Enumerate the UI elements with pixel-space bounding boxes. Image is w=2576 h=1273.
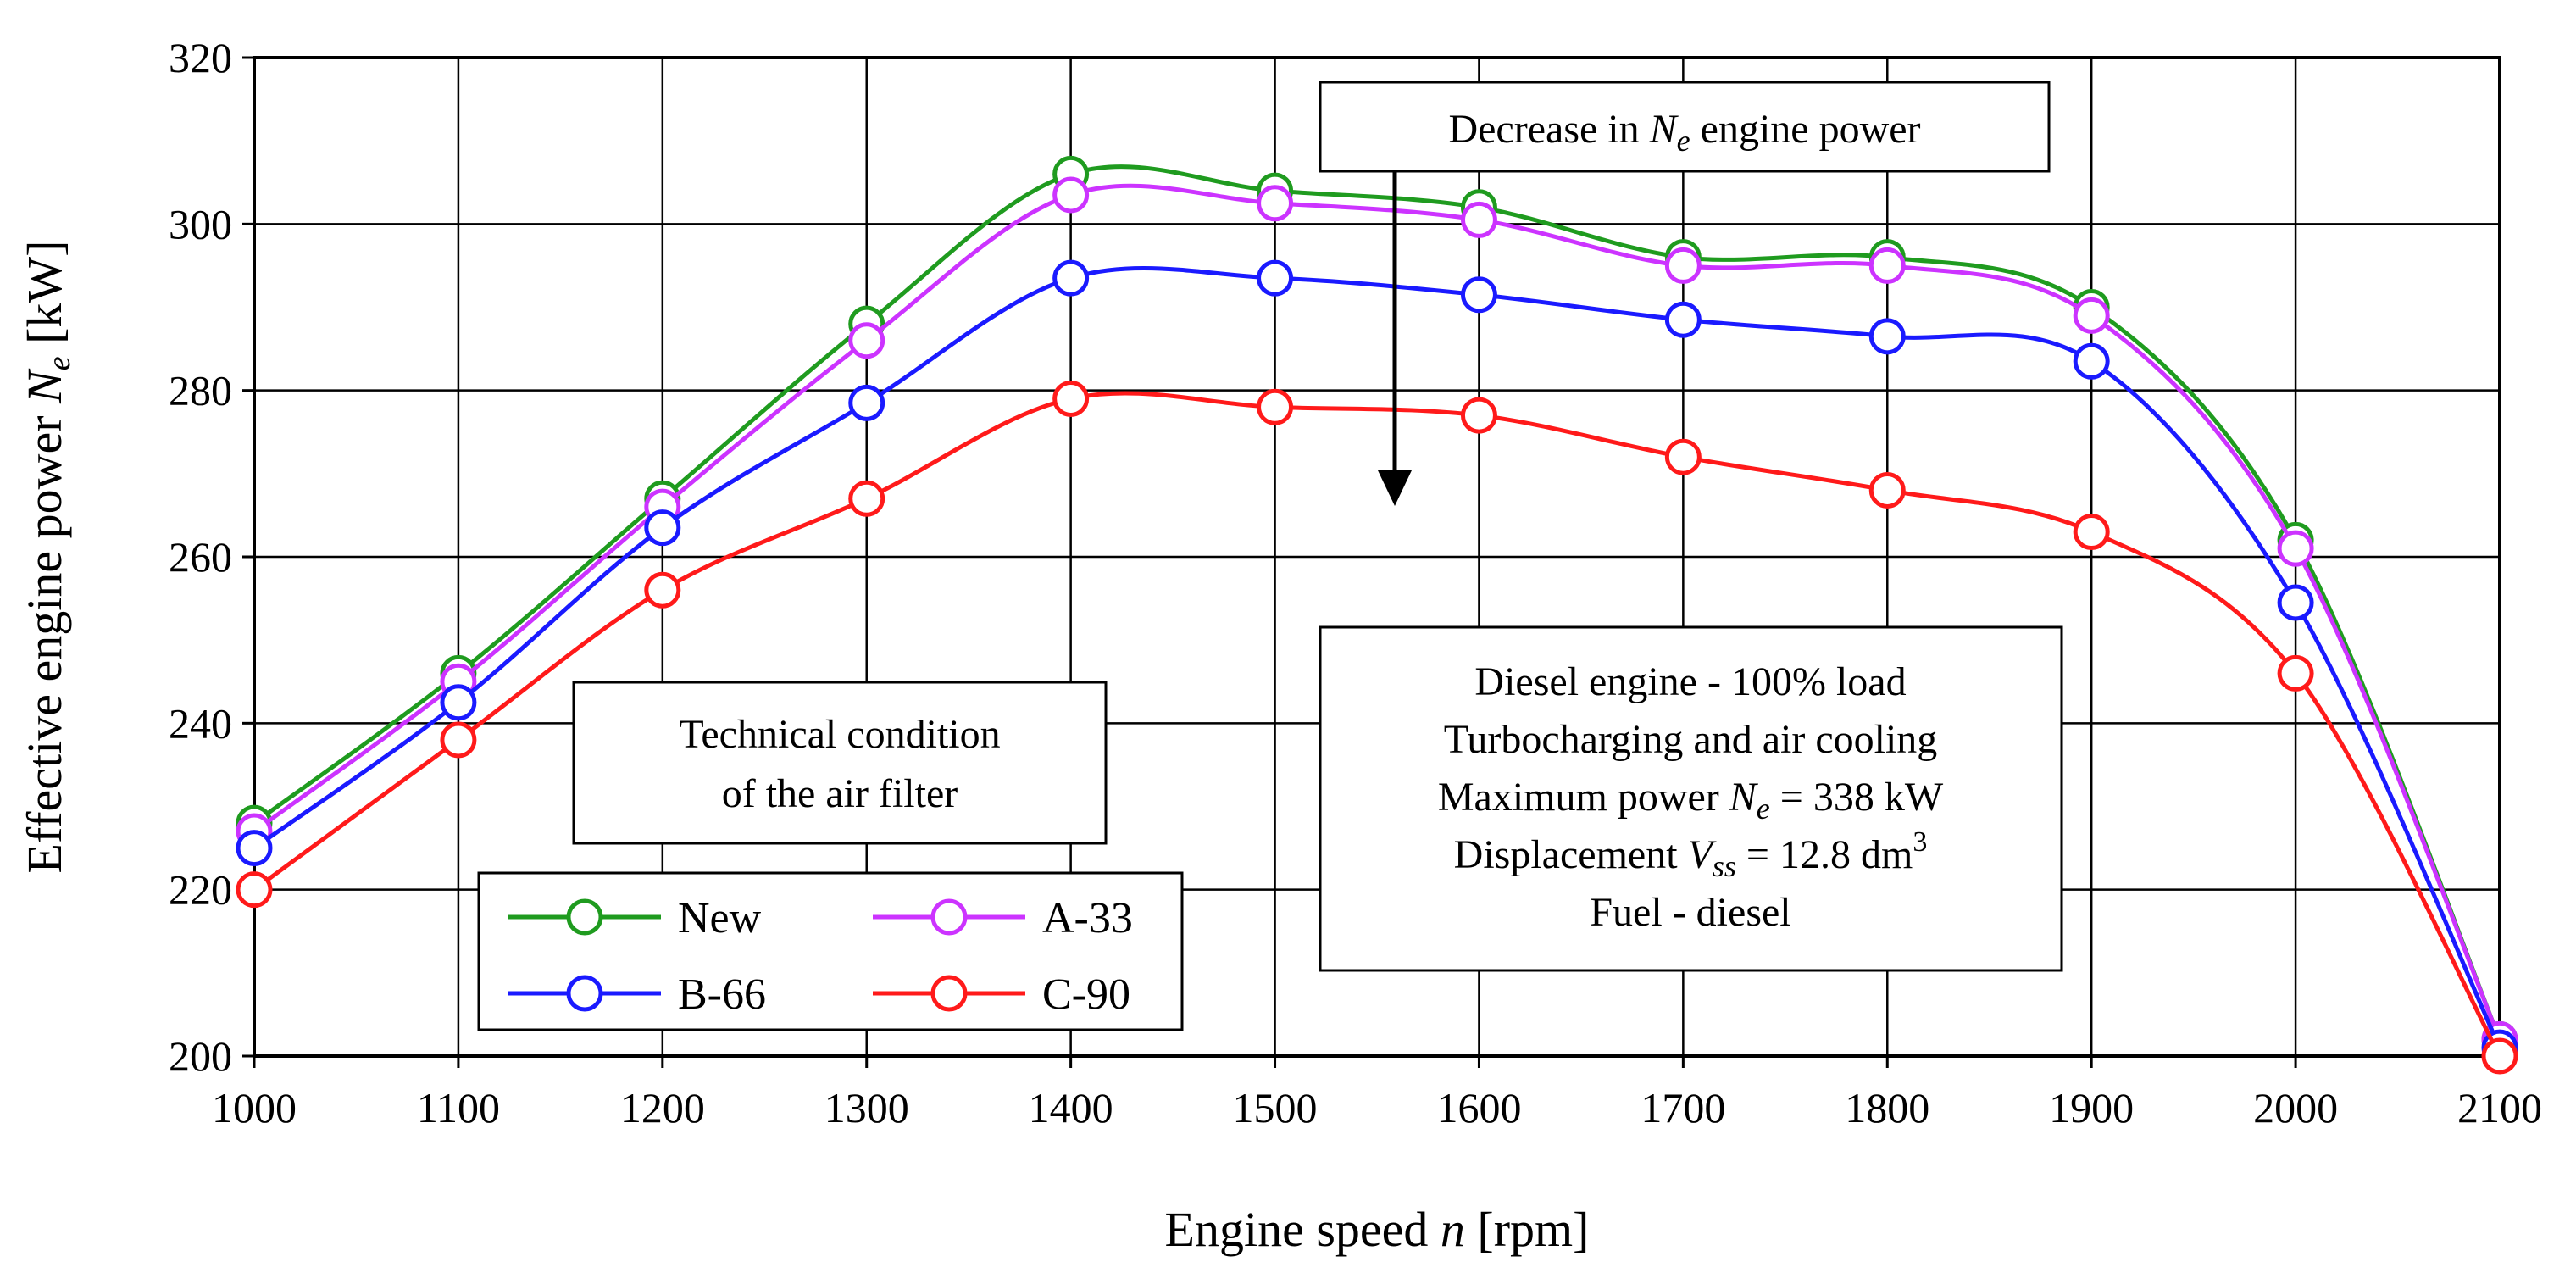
spec-line-4: Displacement Vss = 12.8 dm3	[1454, 826, 1928, 883]
data-point-c-90	[440, 721, 477, 759]
y-tick-label: 220	[169, 866, 232, 914]
legend-marker	[930, 898, 968, 936]
legend-item-b-66: B-66	[508, 970, 766, 1019]
decrease-label: Decrease in Ne engine power	[1448, 107, 1920, 158]
data-point-a-33	[1460, 201, 1497, 238]
data-point-a-33	[1664, 247, 1702, 284]
series-line-a-33	[253, 183, 2502, 1041]
filter-condition-box: Technical condition of the air filter	[572, 681, 1108, 845]
data-point-c-90	[1868, 471, 1906, 509]
engine-spec-box: Diesel engine - 100% load Turbocharging …	[1319, 625, 2063, 972]
data-point-c-90	[644, 571, 681, 609]
data-point-c-90	[1052, 380, 1090, 417]
data-point-a-33	[1868, 247, 1906, 284]
data-point-b-66	[2073, 342, 2110, 380]
legend-label: C-90	[1042, 970, 1130, 1019]
data-point-b-66	[848, 384, 886, 421]
x-tick-label: 1300	[824, 1084, 909, 1131]
y-tick-label: 300	[169, 200, 232, 247]
axis-ticks: 1000 1100 1200 1300 1400 1500 1600 1700 1800 1900…	[169, 34, 2542, 1131]
legend-item-a-33: A-33	[873, 894, 1133, 942]
data-point-c-90	[2073, 514, 2110, 551]
x-tick-label: 1900	[2049, 1084, 2134, 1131]
x-tick-label: 2000	[2253, 1084, 2338, 1131]
data-point-b-66	[1257, 259, 1294, 297]
data-point-a-33	[2277, 530, 2314, 567]
spec-line-5: Fuel - diesel	[1590, 890, 1790, 935]
legend-label: A-33	[1042, 894, 1133, 942]
data-point-b-66	[2277, 584, 2314, 621]
legend-label: B-66	[678, 970, 766, 1019]
y-tick-label: 320	[169, 34, 232, 81]
filter-box-line-2: of the air filter	[722, 771, 958, 816]
spec-line-1: Diesel engine - 100% load	[1474, 659, 1906, 704]
data-point-b-66	[236, 830, 273, 867]
data-point-b-66	[440, 684, 477, 721]
data-point-a-33	[1052, 176, 1090, 214]
spec-line-2: Turbocharging and air cooling	[1444, 717, 1938, 762]
y-tick-label: 280	[169, 367, 232, 414]
x-tick-label: 1800	[1845, 1084, 1929, 1131]
data-point-c-90	[2277, 654, 2314, 692]
data-point-c-90	[1460, 397, 1497, 434]
y-tick-label: 240	[169, 699, 232, 747]
data-point-a-33	[1257, 185, 1294, 222]
data-point-c-90	[1664, 438, 1702, 475]
legend-marker	[566, 975, 603, 1012]
y-axis-title: Effective engine power Ne [kW]	[17, 241, 77, 874]
filter-box-frame	[572, 681, 1108, 845]
x-tick-label: 1400	[1029, 1084, 1113, 1131]
series-lines	[236, 155, 2518, 1075]
data-point-a-33	[848, 322, 886, 359]
series-b-66	[236, 259, 2518, 1066]
x-tick-label: 1200	[620, 1084, 705, 1131]
x-tick-label: 1700	[1641, 1084, 1725, 1131]
spec-box-frame	[1319, 625, 2063, 972]
data-point-c-90	[2481, 1037, 2518, 1075]
legend-item-c-90: C-90	[873, 970, 1130, 1019]
data-point-b-66	[1868, 318, 1906, 355]
series-line-b-66	[253, 265, 2502, 1049]
data-point-c-90	[848, 480, 886, 517]
decrease-annotation: Decrease in Ne engine power	[1319, 81, 2051, 506]
x-tick-label: 1000	[212, 1084, 297, 1131]
data-point-b-66	[1052, 259, 1090, 297]
decrease-box	[1319, 81, 2051, 173]
x-tick-label: 1100	[417, 1084, 500, 1131]
legend-marker	[930, 975, 968, 1012]
x-tick-label: 2100	[2457, 1084, 2542, 1131]
y-tick-label: 260	[169, 533, 232, 581]
data-point-a-33	[2073, 297, 2110, 334]
data-point-c-90	[236, 871, 273, 909]
x-axis-title: Engine speed n [rpm]	[1165, 1202, 1590, 1257]
series-c-90	[236, 380, 2518, 1075]
legend-label: New	[678, 894, 762, 942]
legend-item-new: New	[508, 894, 762, 942]
legend: New A-33 B-66 C-90	[477, 871, 1184, 1031]
data-point-b-66	[644, 509, 681, 547]
data-point-b-66	[1664, 301, 1702, 338]
legend-marker	[566, 898, 603, 936]
data-point-b-66	[1460, 276, 1497, 314]
data-point-c-90	[1257, 388, 1294, 425]
y-tick-label: 200	[169, 1032, 232, 1080]
series-line-new	[253, 164, 2502, 1041]
decrease-arrow-head	[1378, 470, 1412, 506]
filter-box-line-1: Technical condition	[679, 712, 1000, 757]
spec-line-3: Maximum power Ne = 338 kW	[1438, 775, 1944, 826]
x-tick-label: 1600	[1436, 1084, 1521, 1131]
x-tick-label: 1500	[1233, 1084, 1318, 1131]
